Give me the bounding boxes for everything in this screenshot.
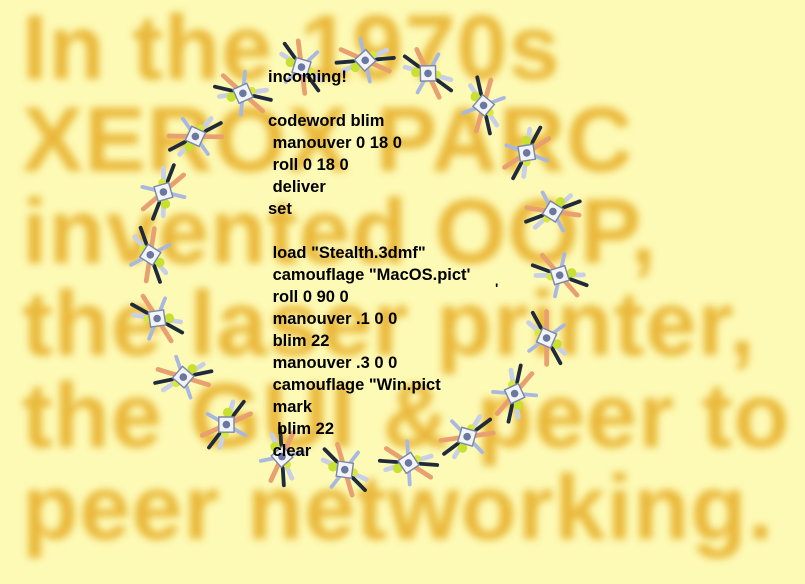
code-line: camouflage "Win.pict xyxy=(268,376,441,394)
stealth-ship-icon xyxy=(122,285,193,353)
code-line: camouflage "MacOS.pict' xyxy=(268,266,471,284)
code-line: deliver xyxy=(268,178,326,196)
code-line xyxy=(268,220,528,242)
code-line: clear xyxy=(268,442,312,460)
stealth-ship-icon xyxy=(520,185,585,239)
code-line: roll 0 90 0 xyxy=(268,288,349,306)
code-line: set xyxy=(268,200,292,218)
code-listing: incoming! codeword blim manouver 0 18 0 … xyxy=(268,66,528,462)
stealth-ship-icon xyxy=(209,64,277,123)
code-line: mark xyxy=(268,398,313,416)
stealth-ship-icon xyxy=(161,107,229,166)
background-blurred-text: In the 1970s XEROX PARC invented OOP, th… xyxy=(22,0,791,559)
code-line: incoming! xyxy=(268,68,347,86)
code-line: manouver .3 0 0 xyxy=(268,354,398,372)
code-line: manouver 0 18 0 xyxy=(268,134,402,152)
code-line: blim 22 xyxy=(268,420,335,438)
code-line: blim 22 xyxy=(268,332,330,350)
stray-apostrophe: ' xyxy=(495,280,499,296)
code-line xyxy=(268,88,528,110)
stealth-ship-icon xyxy=(131,157,195,227)
stealth-ship-icon xyxy=(153,354,213,400)
stealth-ship-icon xyxy=(525,243,595,307)
code-line: load "Stealth.3dmf" xyxy=(268,244,426,262)
code-line: codeword blim xyxy=(268,112,385,130)
stealth-ship-icon xyxy=(191,390,261,460)
code-line: roll 0 18 0 xyxy=(268,156,349,174)
code-line: manouver .1 0 0 xyxy=(268,310,398,328)
stealth-ship-icon xyxy=(124,223,177,288)
